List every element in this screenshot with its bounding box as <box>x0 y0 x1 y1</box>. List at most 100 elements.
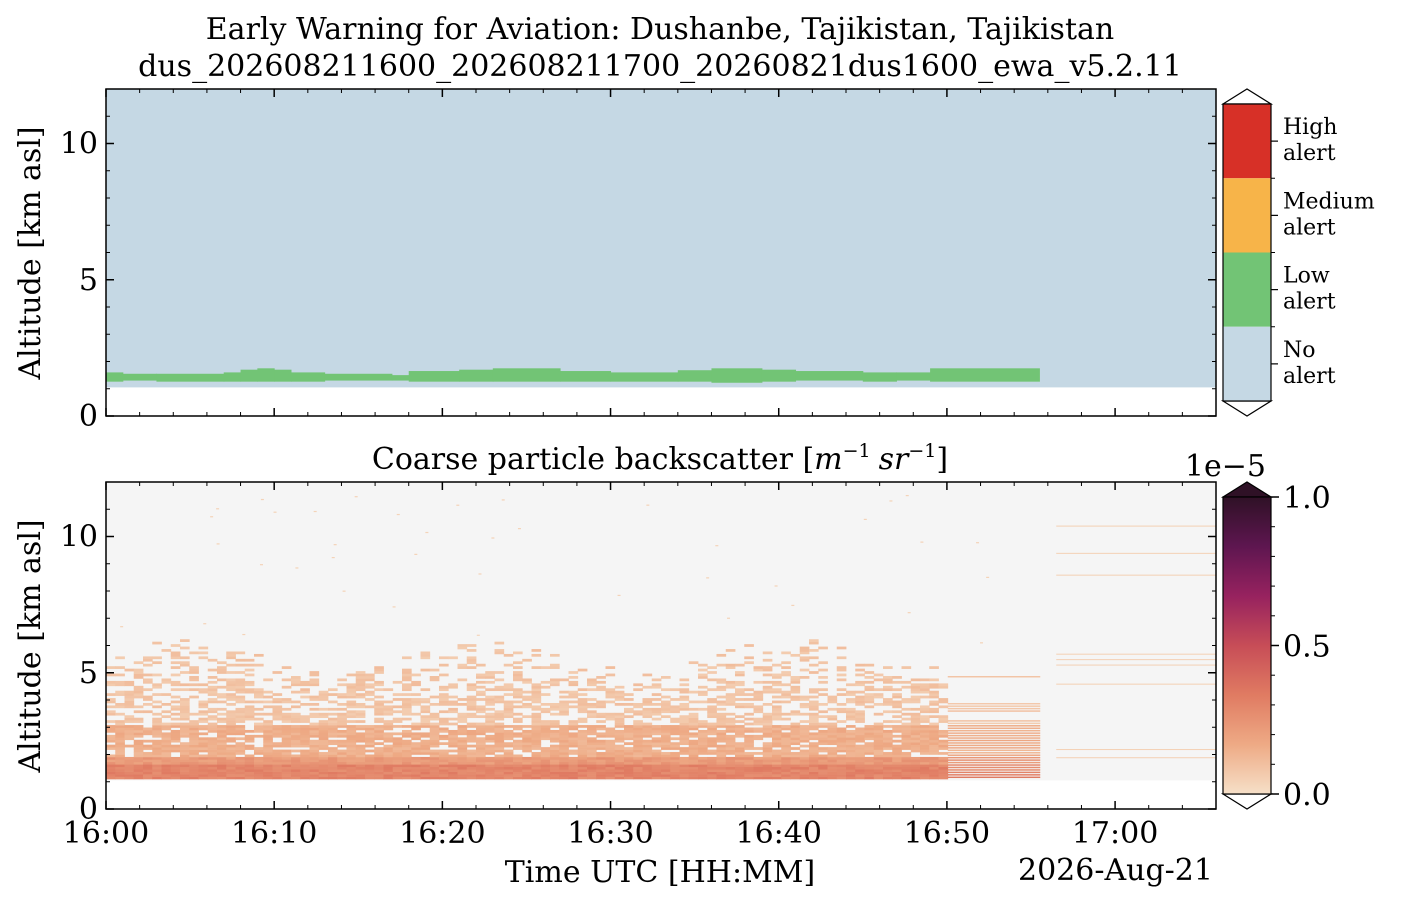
backscatter-cell <box>180 717 190 721</box>
backscatter-cell <box>392 717 403 721</box>
backscatter-cell <box>513 739 523 743</box>
backscatter-cell <box>540 693 551 696</box>
backscatter-cell <box>781 771 791 775</box>
backscatter-cell <box>402 742 412 745</box>
backscatter-cell <box>929 744 939 748</box>
backscatter-cell <box>836 737 847 741</box>
backscatter-cell <box>762 688 773 692</box>
backscatter-cell <box>587 715 597 719</box>
backscatter-cell <box>790 737 801 741</box>
backscatter-cell <box>161 742 172 745</box>
backscatter-cell <box>411 712 421 716</box>
backscatter-cell <box>559 774 569 777</box>
backscatter-cell <box>429 764 440 768</box>
backscatter-cell <box>901 754 912 758</box>
backscatter-cell <box>281 725 292 728</box>
backscatter-speck <box>976 542 980 544</box>
backscatter-cell <box>476 690 486 694</box>
backscatter-cell <box>947 739 1041 742</box>
backscatter-cell <box>244 668 255 672</box>
backscatter-cell <box>309 776 320 780</box>
backscatter-cell <box>355 764 366 768</box>
backscatter-cell <box>189 737 199 741</box>
backscatter-cell <box>568 739 579 743</box>
backscatter-cell <box>161 747 172 750</box>
backscatter-cell <box>300 761 310 765</box>
backscatter-cell <box>318 756 329 760</box>
backscatter-cell <box>827 739 838 743</box>
backscatter-cell <box>365 771 375 775</box>
backscatter-cell <box>633 756 643 760</box>
backscatter-cell <box>762 761 773 765</box>
backscatter-cell <box>115 766 125 770</box>
backscatter-cell <box>346 734 357 738</box>
backscatter-cell <box>439 766 449 770</box>
backscatter-cell <box>170 688 181 692</box>
backscatter-cell <box>661 700 671 704</box>
backscatter-cell <box>910 700 921 704</box>
backscatter-cell <box>577 705 588 709</box>
backscatter-cell <box>235 683 246 687</box>
backscatter-cell <box>411 752 421 755</box>
backscatter-cell <box>448 754 458 758</box>
backscatter-cell <box>309 698 320 701</box>
backscatter-cell <box>476 705 486 709</box>
backscatter-cell <box>235 761 246 765</box>
backscatter-cell <box>309 761 320 765</box>
backscatter-cell <box>170 644 181 647</box>
backscatter-cell <box>947 756 1041 759</box>
backscatter-cell <box>226 715 236 719</box>
backscatter-cell <box>531 715 542 719</box>
backscatter-cell <box>864 776 875 780</box>
backscatter-cell <box>392 732 403 736</box>
backscatter-cell <box>503 700 514 704</box>
backscatter-cell <box>115 727 125 731</box>
backscatter-cell <box>799 658 810 662</box>
backscatter-cell <box>679 702 690 706</box>
backscatter-cell <box>355 744 366 748</box>
backscatter-cell <box>818 764 828 768</box>
low-alert-segment <box>324 373 393 381</box>
backscatter-cell <box>540 680 551 684</box>
backscatter-cell <box>762 771 773 775</box>
backscatter-cell <box>346 683 357 687</box>
backscatter-cell <box>402 747 412 750</box>
backscatter-cell <box>947 725 1041 727</box>
backscatter-cell <box>836 764 847 768</box>
backscatter-cell <box>328 729 338 733</box>
backscatter-cell <box>124 698 135 701</box>
backscatter-cell <box>633 761 643 765</box>
backscatter-cell <box>938 742 949 745</box>
backscatter-cell <box>883 698 893 701</box>
backscatter-cell <box>790 761 801 765</box>
backscatter-cell <box>170 673 181 677</box>
backscatter-cell <box>355 680 366 684</box>
backscatter-cell <box>698 707 708 711</box>
backscatter-cell <box>827 729 838 733</box>
backscatter-cell <box>587 769 597 772</box>
backscatter-cell <box>485 769 495 772</box>
backscatter-cell <box>337 742 347 745</box>
backscatter-cell <box>235 776 246 780</box>
backscatter-cell <box>263 749 273 753</box>
backscatter-cell <box>291 678 301 682</box>
backscatter-cell <box>476 722 486 726</box>
backscatter-cell <box>429 717 440 721</box>
backscatter-cell <box>661 727 671 731</box>
backscatter-cell <box>596 705 606 709</box>
backscatter-cell <box>707 732 717 736</box>
backscatter-cell <box>226 756 236 760</box>
backscatter-cell <box>420 707 431 711</box>
backscatter-cell <box>735 693 745 696</box>
backscatter-cell <box>605 776 616 780</box>
backscatter-cell <box>624 764 634 768</box>
backscatter-cell <box>429 727 440 731</box>
backscatter-cell <box>494 764 505 768</box>
backscatter-cell <box>198 705 209 709</box>
backscatter-cell <box>707 744 717 748</box>
backscatter-cell <box>873 725 884 728</box>
backscatter-cell <box>180 776 190 780</box>
backscatter-cell <box>124 744 135 748</box>
backscatter-cell <box>901 685 912 689</box>
backscatter-cell <box>365 764 375 768</box>
